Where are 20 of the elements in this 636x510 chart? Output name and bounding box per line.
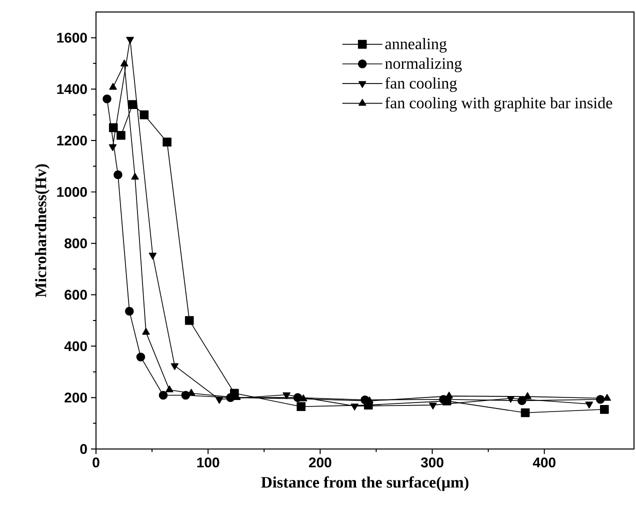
x-tick-label: 0 [92, 458, 100, 468]
x-tick-label: 400 [532, 458, 556, 468]
y-tick-label: 1600 [57, 32, 87, 43]
y-axis-title: Microhardness(Hv) [34, 164, 50, 298]
x-tick-label: 100 [197, 458, 220, 468]
y-tick-label: 600 [64, 290, 87, 300]
y-tick-label: 200 [64, 392, 87, 403]
y-tick-label: 400 [64, 341, 87, 352]
legend-label: fan cooling with graphite bar inside [385, 96, 612, 112]
x-tick-label: 200 [308, 458, 332, 468]
y-tick-label: 0 [80, 444, 87, 454]
legend-label: annealing [385, 38, 447, 53]
legend-label: fan cooling [385, 77, 457, 92]
y-tick-label: 800 [64, 238, 87, 248]
legend-label: normalizing [385, 58, 462, 72]
y-tick-label: 1200 [57, 136, 87, 146]
x-tick-label: 300 [420, 458, 444, 468]
y-tick-label: 1400 [57, 84, 87, 94]
x-axis-title: Distance from the surface(μm) [261, 476, 468, 491]
y-tick-label: 1000 [57, 186, 87, 197]
